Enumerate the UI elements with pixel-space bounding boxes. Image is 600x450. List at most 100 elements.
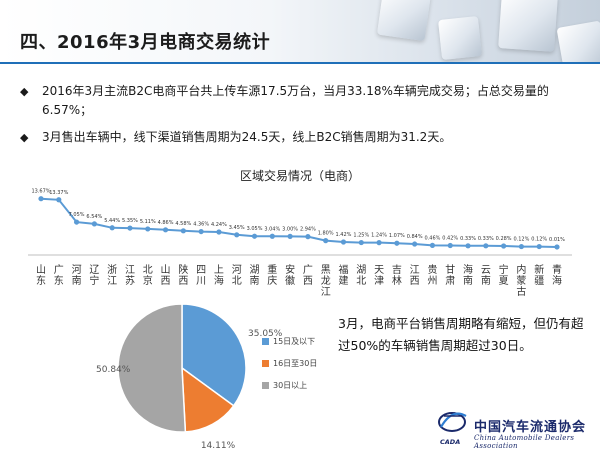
- line-chart-title: 区域交易情况（电商）: [239, 169, 360, 183]
- bullet-item: ◆ 2016年3月主流B2C电商平台共上传车源17.5万台，当月33.18%车辆…: [20, 82, 580, 120]
- data-point: [340, 239, 347, 245]
- data-point: [162, 227, 169, 233]
- header-divider: [0, 62, 600, 64]
- x-tick-label: 湖南: [250, 264, 260, 287]
- bullet-diamond-icon: ◆: [20, 131, 29, 144]
- data-label: 0.33%: [460, 236, 476, 242]
- data-label: 1.80%: [318, 231, 334, 237]
- logo-english: China Automobile Dealers Association: [474, 434, 575, 450]
- x-tick-label: 广西: [303, 264, 313, 287]
- data-point: [554, 244, 560, 250]
- x-tick-label: 湖北: [356, 264, 366, 287]
- data-label: 6.54%: [86, 214, 102, 220]
- cada-logo-icon: [438, 412, 467, 432]
- data-label: 0.12%: [531, 237, 547, 243]
- pie-value-label: 14.11%: [201, 441, 236, 450]
- page-title: 四、2016年3月电商交易统计: [20, 32, 271, 53]
- data-point: [447, 242, 453, 249]
- data-label: 7.05%: [69, 212, 85, 218]
- x-tick-label: 江西: [410, 264, 420, 287]
- data-label: 1.24%: [371, 233, 387, 239]
- data-point: [323, 238, 329, 244]
- legend-label: 15日及以下: [273, 337, 315, 346]
- x-tick-label: 山东: [36, 264, 46, 287]
- data-point: [465, 243, 471, 249]
- data-label: 0.84%: [407, 234, 423, 240]
- x-tick-label: 甘肃: [445, 263, 455, 287]
- data-point: [73, 219, 80, 225]
- data-point: [358, 239, 364, 246]
- data-point: [269, 233, 275, 239]
- data-label: 4.58%: [175, 221, 191, 227]
- data-point: [394, 240, 400, 246]
- data-point: [91, 221, 97, 227]
- x-tick-label: 海南: [463, 263, 473, 287]
- data-label: 5.11%: [140, 219, 156, 225]
- data-label: 4.36%: [193, 222, 209, 228]
- data-label: 2.94%: [300, 227, 316, 233]
- data-point: [198, 228, 204, 235]
- bullet-text: 2016年3月主流B2C电商平台共上传车源17.5万台，当月33.18%车辆完成…: [42, 84, 549, 117]
- x-tick-label: 吉林: [392, 264, 402, 287]
- data-point: [305, 234, 311, 240]
- data-label: 1.42%: [336, 232, 352, 238]
- data-label: 3.05%: [247, 226, 263, 232]
- x-tick-label: 北京: [143, 264, 153, 287]
- data-point: [429, 242, 436, 248]
- data-point: [536, 243, 542, 250]
- pie-value-label: 50.84%: [96, 365, 131, 375]
- x-tick-label: 辽宁: [89, 264, 99, 287]
- bullet-text: 3月售出车辆中，线下渠道销售周期为24.5天，线上B2C销售周期为31.2天。: [42, 130, 452, 144]
- pie-slice: [181, 303, 247, 407]
- logo-name: 中国汽车流通协会: [474, 420, 587, 435]
- x-tick-label: 河南: [72, 264, 82, 287]
- x-tick-label: 陕西: [178, 263, 188, 287]
- data-label: 0.01%: [549, 237, 565, 243]
- x-tick-label: 云南: [481, 265, 491, 287]
- data-point: [38, 196, 44, 202]
- x-tick-label: 重庆: [267, 263, 277, 287]
- data-label: 3.00%: [282, 226, 298, 232]
- data-label: 4.24%: [211, 222, 227, 228]
- data-point: [518, 243, 525, 250]
- x-tick-label: 福建: [338, 263, 348, 287]
- bullet-item: ◆ 3月售出车辆中，线下渠道销售周期为24.5天，线上B2C销售周期为31.2天…: [20, 128, 580, 147]
- x-tick-label: 广东: [54, 264, 64, 287]
- data-point: [234, 232, 240, 238]
- data-point: [287, 233, 293, 239]
- data-label: 5.44%: [104, 218, 120, 224]
- data-point: [145, 226, 151, 232]
- legend-swatch: [262, 360, 269, 367]
- x-tick-label: 黑龙江: [321, 264, 331, 298]
- data-point: [251, 233, 258, 239]
- data-label: 1.25%: [353, 233, 369, 239]
- data-label: 5.35%: [122, 218, 138, 224]
- x-tick-label: 青海: [552, 263, 562, 287]
- data-point: [412, 241, 418, 247]
- data-label: 4.86%: [158, 220, 174, 226]
- legend-swatch: [262, 338, 269, 345]
- data-point: [127, 225, 133, 231]
- x-tick-label: 新疆: [534, 263, 544, 287]
- legend-label: 16日至30日: [273, 359, 317, 368]
- data-label: 0.12%: [513, 237, 529, 243]
- x-tick-label: 安徽: [285, 263, 295, 287]
- x-tick-label: 河北: [232, 264, 242, 287]
- cycle-note: 3月，电商平台销售周期略有缩短，但仍有超过50%的车辆销售周期超过30日。: [338, 316, 584, 353]
- data-point: [483, 243, 489, 249]
- data-point: [180, 228, 186, 234]
- data-point: [56, 197, 62, 203]
- x-tick-label: 上海: [214, 264, 224, 287]
- data-point: [109, 225, 115, 231]
- data-label: 0.46%: [425, 235, 441, 241]
- data-point: [501, 243, 507, 249]
- data-label: 3.04%: [264, 226, 280, 232]
- header-banner: 四、2016年3月电商交易统计: [0, 0, 600, 62]
- x-tick-label: 内蒙古: [516, 263, 526, 298]
- legend-swatch: [262, 382, 269, 389]
- data-label: 13.67%: [31, 189, 50, 195]
- pie-value-label: 35.05%: [248, 329, 283, 339]
- data-label: 0.28%: [496, 236, 512, 242]
